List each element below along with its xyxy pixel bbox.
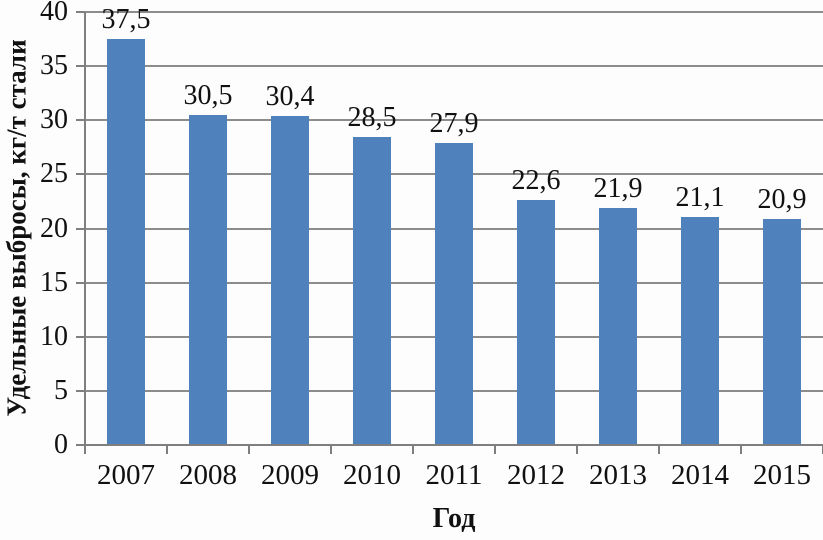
bar-2010 (353, 136, 391, 445)
y-tick-mark-20 (76, 227, 85, 230)
x-tick-mark-2 (248, 446, 250, 454)
y-axis-line (84, 12, 86, 453)
bar-value-label-2012: 22,6 (511, 165, 561, 197)
y-tick-label-20: 20 (40, 212, 68, 244)
bar-value-label-2007: 37,5 (101, 4, 151, 36)
gridline-30 (85, 119, 823, 122)
x-tick-label-2008: 2008 (179, 459, 237, 491)
bar-2013 (599, 207, 637, 445)
bar-2009 (271, 115, 309, 445)
x-tick-label-2015: 2015 (753, 459, 811, 491)
y-tick-mark-30 (76, 119, 85, 122)
y-tick-label-0: 0 (54, 429, 68, 460)
x-tick-mark-1 (166, 446, 168, 454)
y-tick-label-10: 10 (40, 320, 68, 352)
plot-area: 37,5 30,5 30,4 28,5 27,9 22,6 21,9 21,1 20,9 (85, 5, 823, 445)
x-tick-label-2012: 2012 (507, 459, 565, 491)
y-tick-mark-25 (76, 173, 85, 176)
x-tick-mark-7 (658, 446, 660, 454)
y-tick-label-30: 30 (40, 104, 68, 136)
y-tick-label-5: 5 (54, 374, 68, 406)
bar-2012 (517, 200, 555, 445)
x-tick-label-2011: 2011 (425, 459, 483, 491)
y-tick-mark-10 (76, 335, 85, 338)
gridline-40 (85, 11, 823, 13)
gridline-35 (85, 65, 823, 68)
bar-2011 (435, 142, 473, 445)
bar-2015 (763, 218, 801, 445)
x-tick-label-2007: 2007 (97, 459, 155, 491)
x-axis-title: Год (432, 503, 476, 534)
x-tick-mark-0 (84, 446, 86, 454)
bar-value-label-2008: 30,5 (183, 79, 233, 111)
bar-value-label-2011: 27,9 (429, 107, 479, 139)
bar-2007 (107, 39, 145, 445)
bar-2014 (681, 216, 719, 445)
y-tick-mark-0 (76, 444, 85, 446)
x-tick-label-2013: 2013 (589, 459, 647, 491)
x-axis-line (85, 444, 823, 446)
y-tick-mark-40 (76, 11, 85, 13)
y-tick-label-35: 35 (40, 50, 68, 82)
x-tick-mark-4 (412, 446, 414, 454)
bar-value-label-2009: 30,4 (265, 80, 315, 112)
x-tick-mark-3 (330, 446, 332, 454)
y-tick-mark-15 (76, 281, 85, 284)
y-tick-label-25: 25 (40, 158, 68, 190)
x-tick-label-2014: 2014 (671, 459, 729, 491)
y-tick-label-15: 15 (40, 266, 68, 298)
bar-2008 (189, 114, 227, 445)
bar-value-label-2015: 20,9 (757, 183, 807, 215)
bar-value-label-2014: 21,1 (675, 181, 725, 213)
x-tick-label-2010: 2010 (343, 459, 401, 491)
bar-value-label-2010: 28,5 (347, 101, 397, 133)
bar-value-label-2013: 21,9 (593, 172, 643, 204)
y-tick-label-40: 40 (40, 0, 68, 27)
y-tick-mark-35 (76, 65, 85, 68)
y-tick-mark-5 (76, 389, 85, 392)
x-tick-label-2009: 2009 (261, 459, 319, 491)
x-tick-mark-6 (576, 446, 578, 454)
x-tick-mark-8 (740, 446, 742, 454)
x-tick-mark-5 (494, 446, 496, 454)
